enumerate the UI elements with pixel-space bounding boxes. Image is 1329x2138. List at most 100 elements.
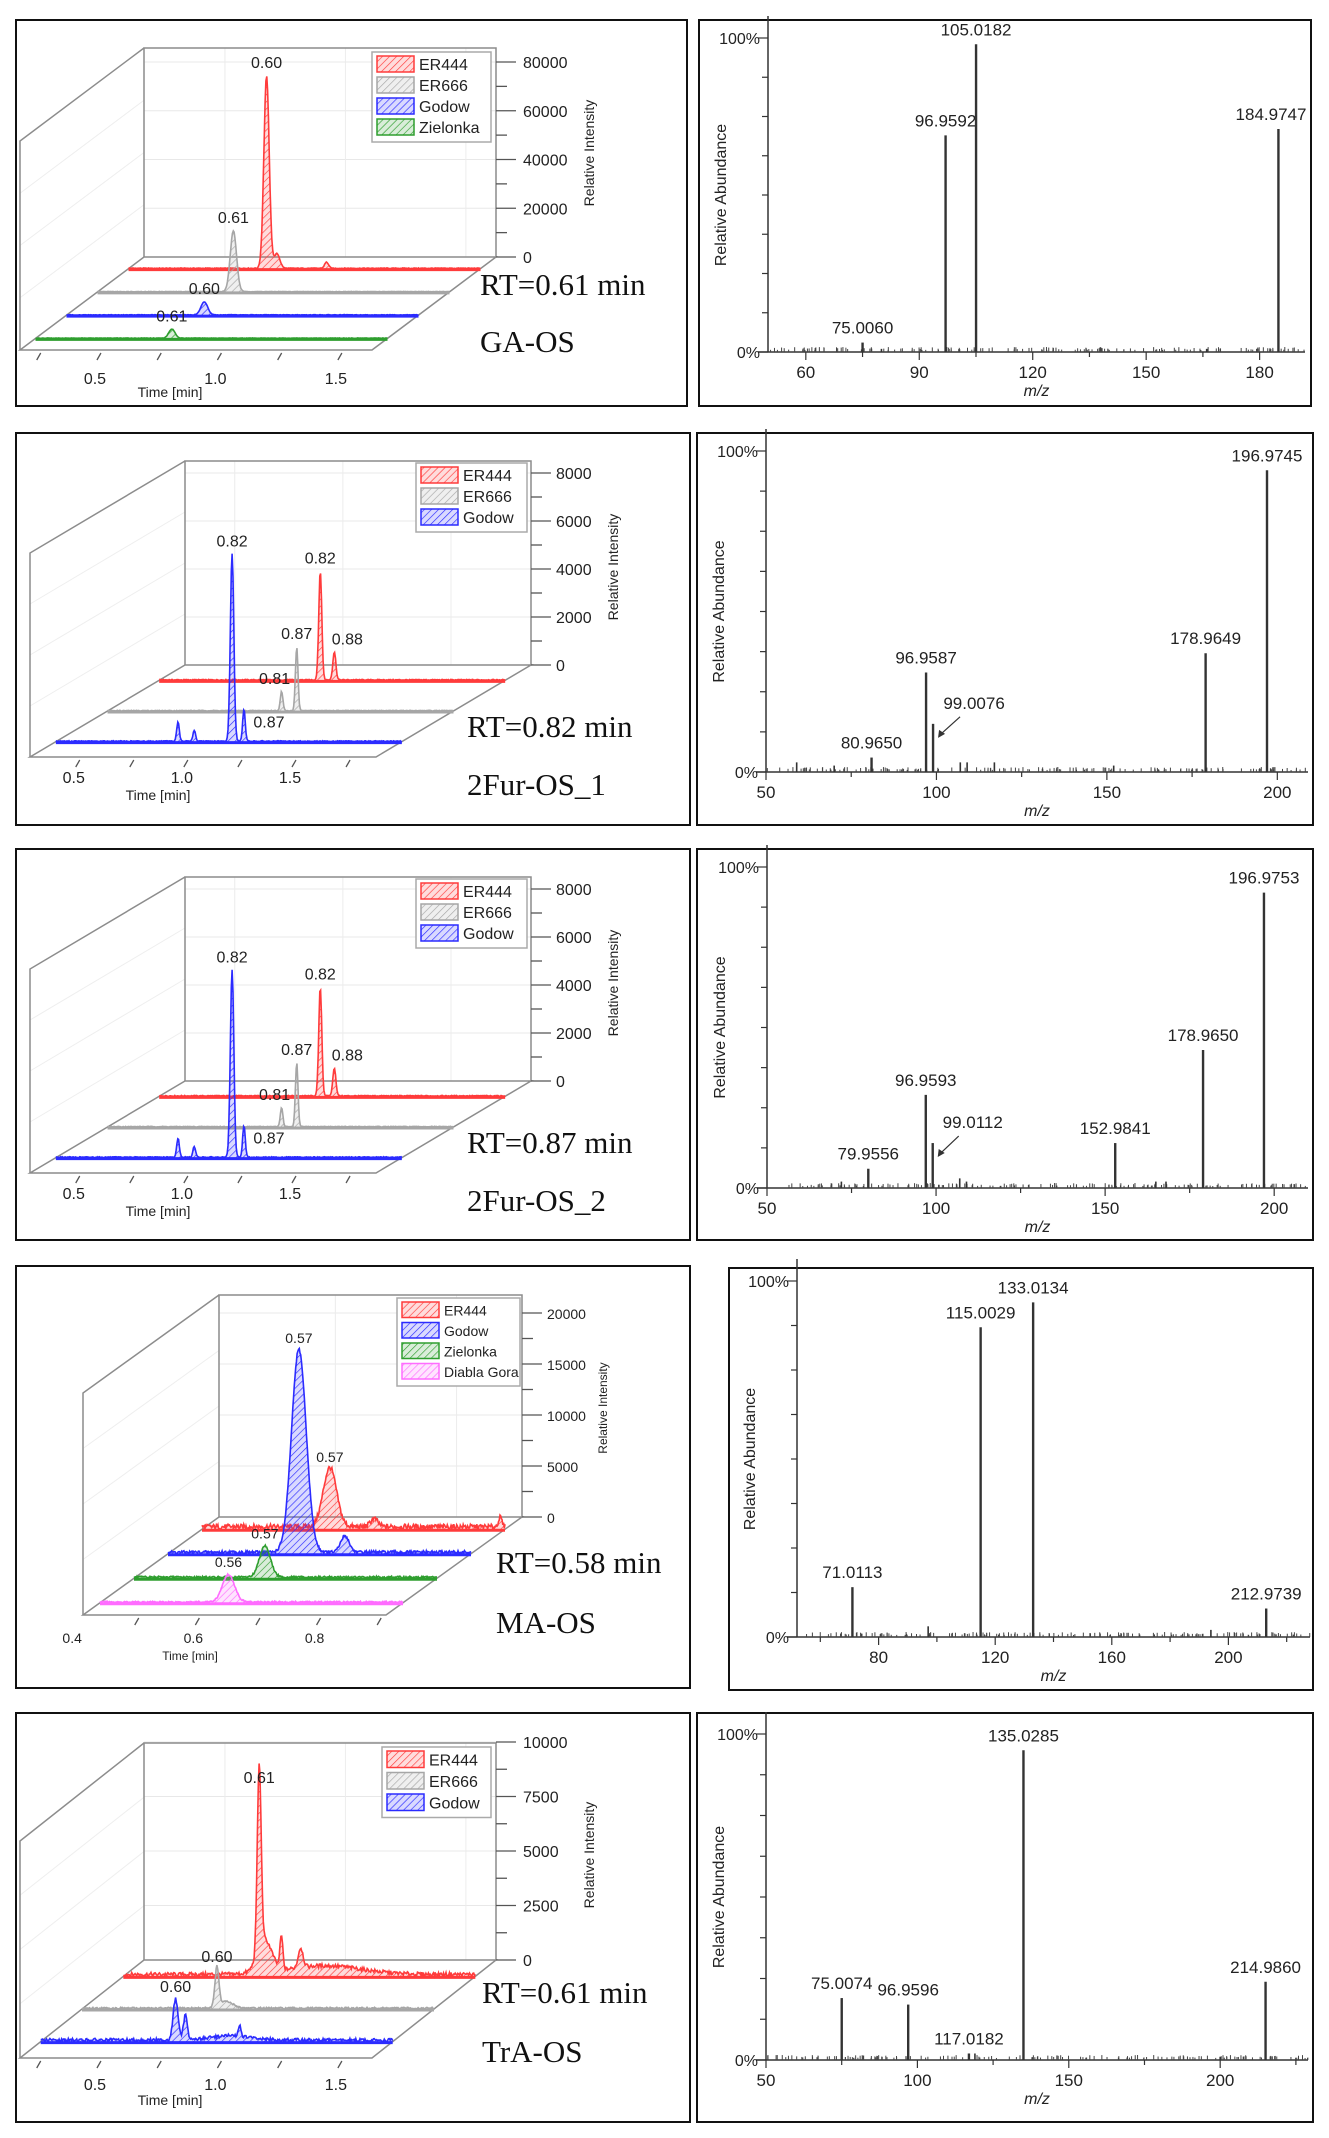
grid-line bbox=[19, 99, 145, 194]
x-tick-label: 150 bbox=[1093, 783, 1121, 802]
arrow-head-icon bbox=[937, 1149, 945, 1158]
y-axis-label: Relative Abundance bbox=[711, 1826, 728, 1968]
x-axis-label: m/z bbox=[1041, 1668, 1067, 1685]
y-axis-label: Relative Abundance bbox=[742, 1388, 759, 1530]
series-trace bbox=[123, 1763, 476, 1980]
legend-swatch bbox=[386, 1750, 425, 1769]
side-wall bbox=[29, 876, 186, 1173]
peak-mz-label: 96.9587 bbox=[895, 648, 956, 667]
chromatogram-3d-panel: 0 2000 4000 6000 8000 Relative Intensity 0.5 1.… bbox=[15, 848, 691, 1241]
peak-label: 0.87 bbox=[281, 626, 312, 643]
x-tick bbox=[237, 1175, 243, 1184]
x-tick bbox=[194, 1617, 200, 1626]
arrow-line bbox=[939, 1135, 960, 1155]
legend-swatch bbox=[420, 508, 459, 526]
x-tick-label: 60 bbox=[796, 363, 815, 382]
x-tick bbox=[75, 759, 81, 768]
retention-time-label: RT=0.61 min bbox=[482, 1975, 648, 2010]
back-wall bbox=[184, 876, 532, 1081]
z-tick-label: 80000 bbox=[523, 55, 568, 72]
z-axis-label: Relative Intensity bbox=[581, 1802, 597, 1909]
grid-line bbox=[82, 1350, 220, 1449]
x-tick-label: 0.6 bbox=[184, 1630, 204, 1646]
grid-line bbox=[29, 927, 186, 1021]
z-tick-label: 6000 bbox=[556, 930, 592, 947]
y-tick-label: 100% bbox=[717, 444, 758, 461]
peak-label: 0.60 bbox=[160, 1979, 191, 1996]
peak-mz-label: 75.0074 bbox=[811, 1974, 872, 1993]
grid-line bbox=[29, 1029, 186, 1123]
peak-mz-label: 117.0182 bbox=[934, 2029, 1004, 2048]
x-tick bbox=[134, 1617, 140, 1626]
legend-swatch bbox=[401, 1321, 440, 1339]
legend-swatch bbox=[420, 882, 459, 900]
x-tick-label: 1.5 bbox=[325, 2077, 347, 2094]
compound-label: 2Fur-OS_2 bbox=[467, 1183, 606, 1218]
legend-swatch bbox=[420, 466, 459, 484]
x-tick-label: 90 bbox=[910, 363, 929, 382]
x-tick-label: 150 bbox=[1132, 363, 1160, 382]
x-tick bbox=[183, 759, 189, 768]
mass-spectrum-panel: 100% 0%50 100 150 200 m/z Relative Abundance 75… bbox=[696, 1712, 1314, 2123]
x-axis-label: Time [min] bbox=[162, 1649, 218, 1663]
z-tick-label: 8000 bbox=[556, 882, 592, 899]
back-wall bbox=[184, 460, 532, 665]
legend-swatch bbox=[420, 924, 459, 942]
legend-label: Godow bbox=[463, 926, 514, 943]
peak-mz-label: 178.9649 bbox=[1170, 629, 1241, 648]
retention-time-label: RT=0.58 min bbox=[496, 1545, 662, 1580]
z-axis-label: Relative Intensity bbox=[605, 930, 621, 1037]
peak-mz-label: 75.0060 bbox=[832, 319, 893, 338]
y-axis-label: Relative Abundance bbox=[711, 540, 728, 682]
peak-label: 0.60 bbox=[251, 55, 282, 72]
x-tick-label: 50 bbox=[758, 1199, 777, 1218]
x-tick-label: 80 bbox=[869, 1648, 888, 1667]
x-tick bbox=[96, 2060, 102, 2069]
x-tick bbox=[255, 1617, 261, 1626]
z-tick-label: 0 bbox=[547, 1510, 555, 1526]
peak-label: 0.60 bbox=[189, 281, 220, 298]
panel-border bbox=[15, 432, 691, 826]
peak-mz-label: 212.9739 bbox=[1231, 1585, 1302, 1604]
peak-mz-label: 96.9593 bbox=[895, 1071, 956, 1090]
side-wall bbox=[29, 460, 186, 757]
peak-mz-label: 133.0134 bbox=[998, 1278, 1069, 1297]
peak-label: 0.88 bbox=[332, 1047, 363, 1064]
retention-time-label: RT=0.61 min bbox=[480, 267, 646, 302]
x-tick bbox=[291, 1175, 297, 1184]
z-tick-label: 2000 bbox=[556, 1026, 592, 1043]
x-tick-label: 150 bbox=[1055, 2071, 1083, 2090]
peak-mz-label: 80.9650 bbox=[841, 734, 902, 753]
legend-label: Godow bbox=[419, 99, 470, 116]
x-axis-label: Time [min] bbox=[138, 384, 203, 400]
z-tick-label: 6000 bbox=[556, 514, 592, 531]
y-tick-label: 0% bbox=[735, 765, 758, 782]
z-tick-label: 40000 bbox=[523, 153, 568, 170]
peak-mz-label: 196.9753 bbox=[1229, 869, 1300, 888]
arrow-line bbox=[939, 716, 961, 736]
x-axis-label: m/z bbox=[1024, 803, 1050, 820]
peak-label: 0.57 bbox=[316, 1449, 343, 1465]
x-tick bbox=[345, 1175, 351, 1184]
x-tick-label: 50 bbox=[757, 783, 776, 802]
z-tick-label: 0 bbox=[556, 658, 565, 675]
peak-mz-label: 178.9650 bbox=[1168, 1026, 1239, 1045]
panel-border bbox=[728, 1267, 1314, 1691]
x-axis-label: m/z bbox=[1024, 383, 1050, 400]
legend-label: ER666 bbox=[463, 905, 512, 922]
grid-line bbox=[29, 511, 186, 605]
x-tick bbox=[96, 352, 102, 361]
x-tick-label: 100 bbox=[922, 783, 950, 802]
x-tick-label: 1.5 bbox=[279, 1186, 301, 1203]
legend: ER444 ER666 Godow bbox=[415, 462, 528, 533]
legend-swatch bbox=[376, 76, 415, 94]
grid-line bbox=[29, 613, 186, 707]
peak-label: 0.56 bbox=[215, 1554, 242, 1570]
retention-time-label: RT=0.87 min bbox=[467, 1125, 633, 1160]
peak-label: 0.60 bbox=[201, 1949, 232, 1966]
legend-label: ER444 bbox=[463, 468, 512, 485]
peak-mz-label: 115.0029 bbox=[946, 1303, 1016, 1322]
x-tick bbox=[156, 2060, 162, 2069]
y-tick-label: 0% bbox=[736, 1181, 759, 1198]
legend-swatch bbox=[420, 903, 459, 921]
